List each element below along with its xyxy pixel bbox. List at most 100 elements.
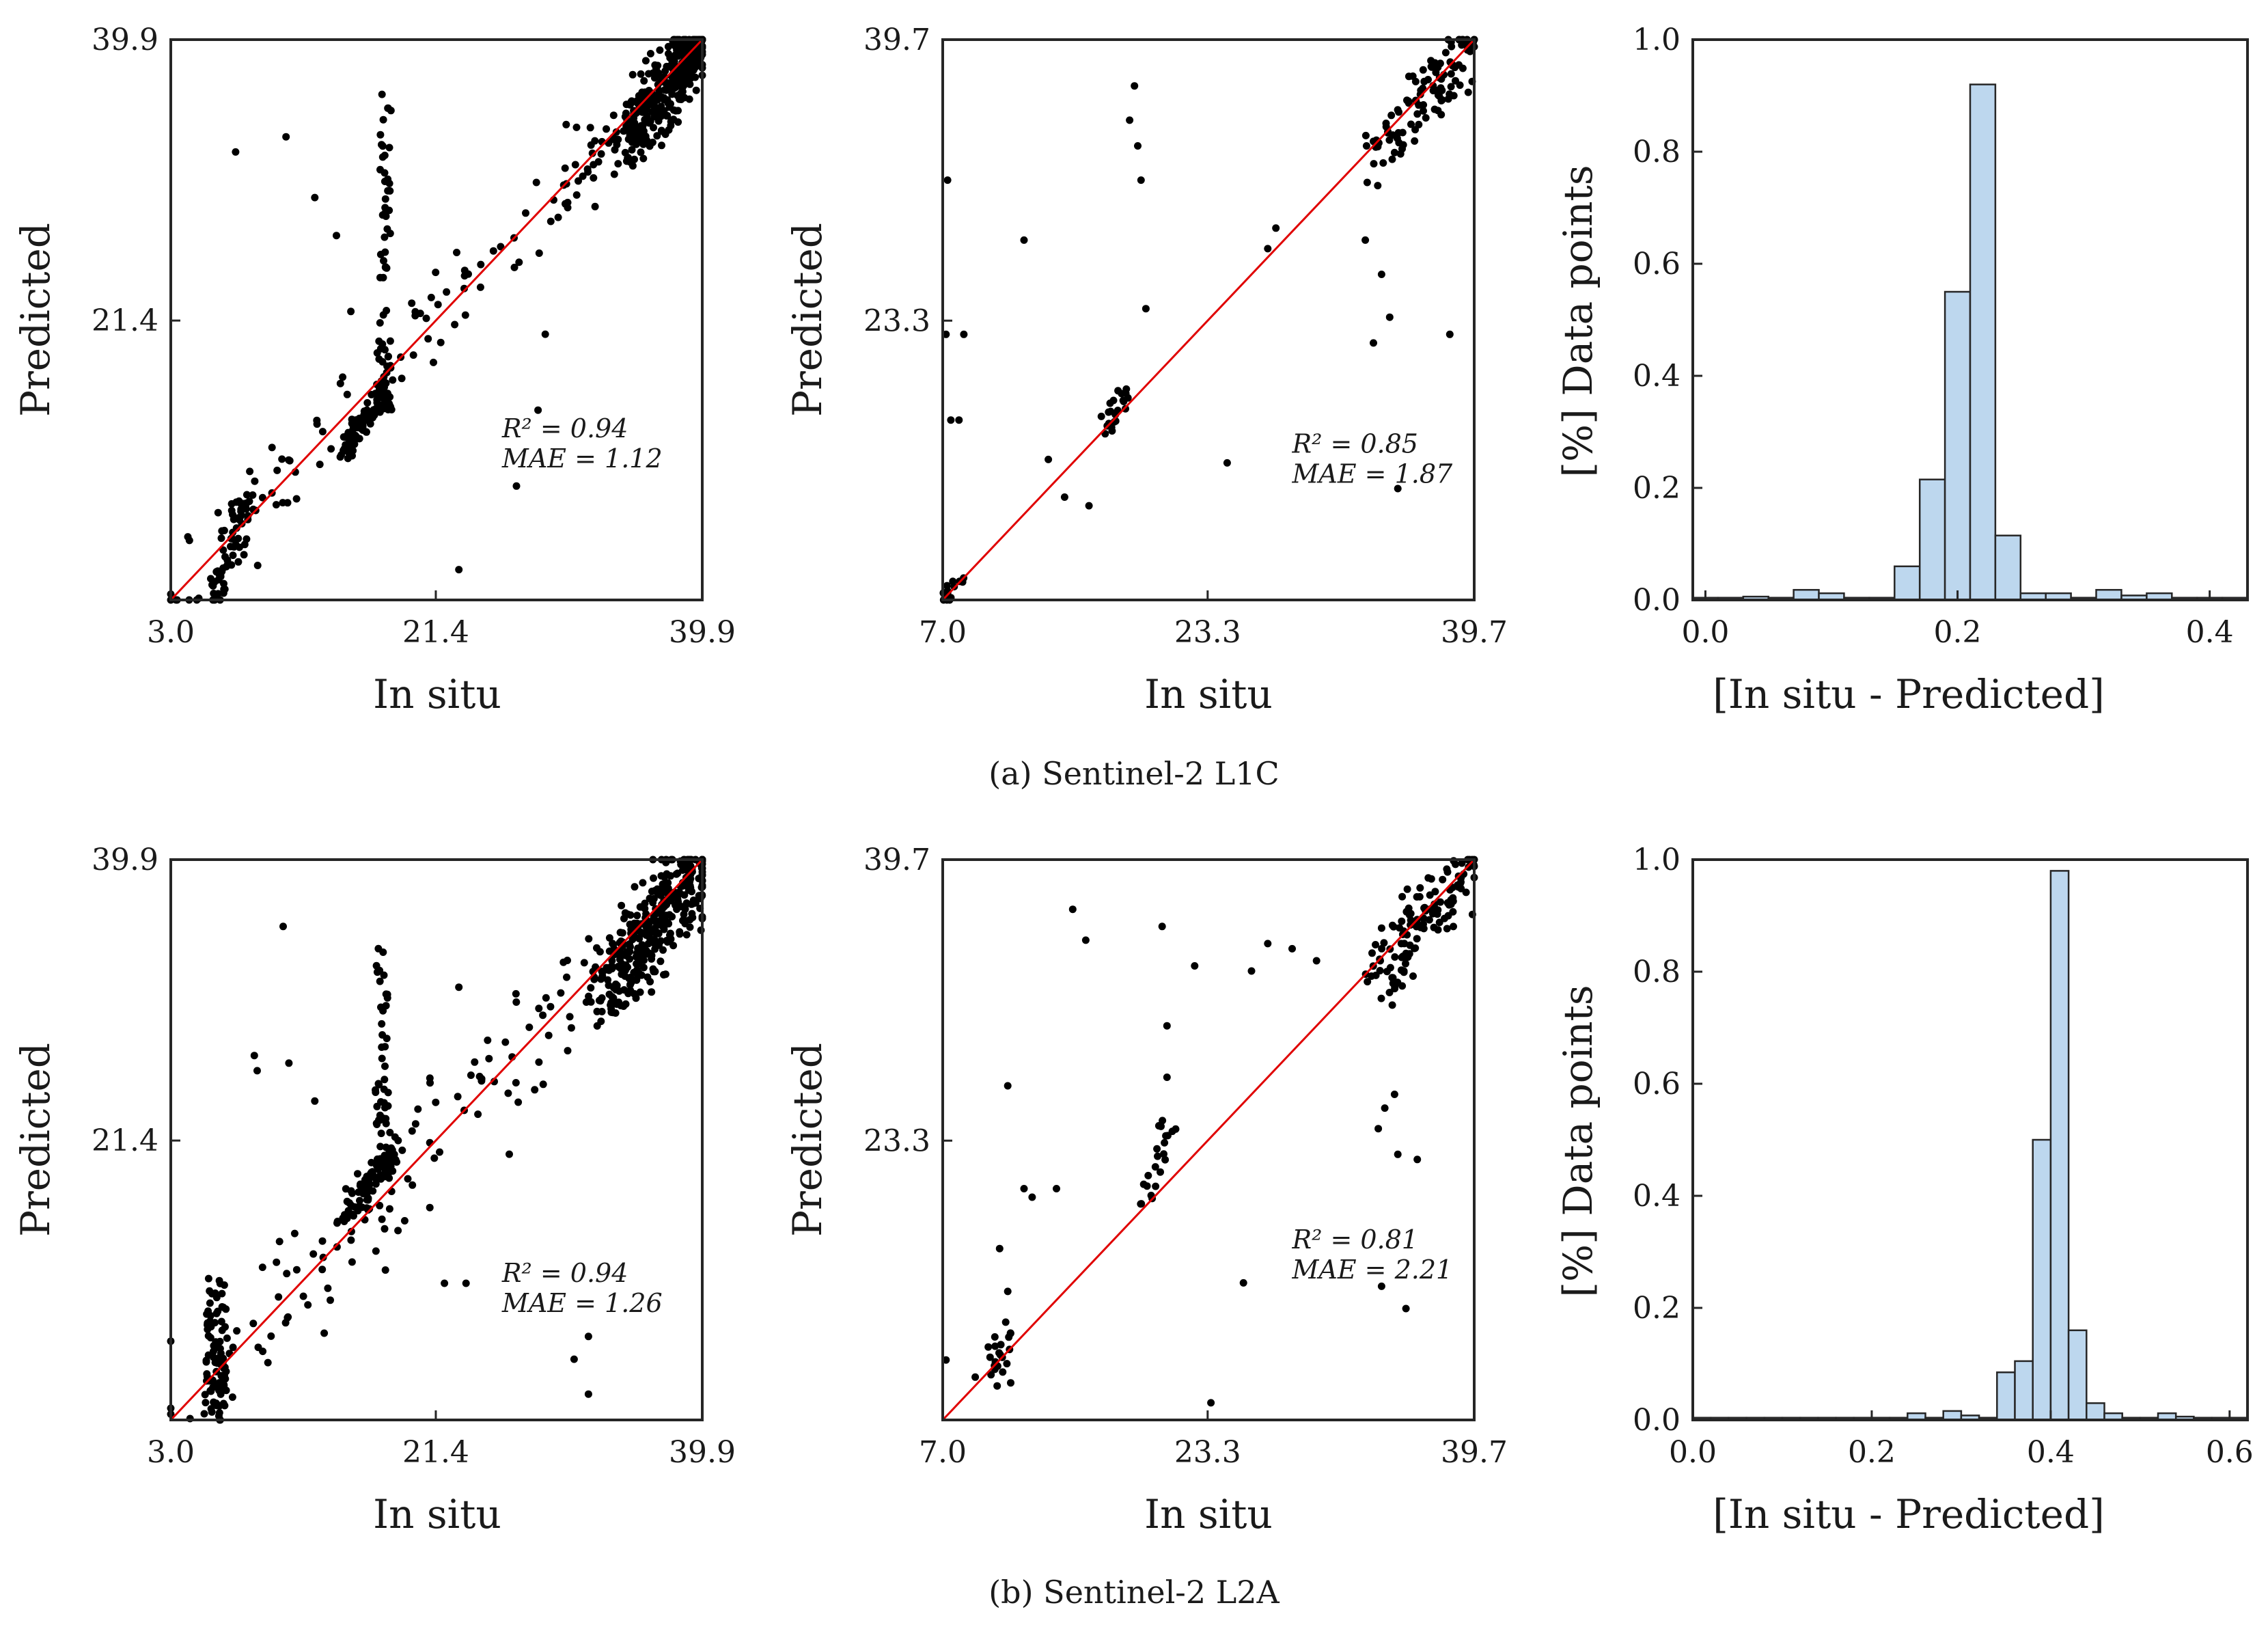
data-point (665, 126, 673, 134)
data-point (363, 399, 372, 407)
data-point (669, 115, 678, 124)
data-point (377, 1130, 385, 1138)
data-point (1405, 72, 1413, 81)
data-point (596, 997, 605, 1005)
data-point (637, 148, 645, 156)
data-point (381, 1167, 389, 1175)
data-point (364, 1206, 372, 1214)
data-point (547, 1002, 555, 1011)
y-tick-label: 23.3 (863, 303, 930, 338)
data-point (258, 493, 266, 502)
data-point (544, 1031, 553, 1039)
data-point (1409, 972, 1417, 980)
data-point (541, 330, 549, 338)
data-point (221, 1375, 230, 1383)
data-point (422, 314, 430, 323)
data-point (347, 307, 355, 316)
data-point (618, 970, 626, 979)
data-point (281, 1319, 290, 1327)
data-point (1264, 940, 1272, 948)
data-point (348, 1258, 356, 1266)
data-point (394, 1227, 402, 1235)
data-point (1437, 96, 1446, 105)
data-point (1272, 224, 1280, 232)
data-point (594, 158, 603, 166)
data-point (381, 195, 389, 203)
data-point (1372, 941, 1379, 948)
data-point (378, 1215, 386, 1223)
data-point (1053, 1185, 1060, 1192)
data-point (383, 1035, 391, 1043)
data-point (1383, 968, 1391, 976)
data-point (398, 374, 406, 383)
data-point (1428, 910, 1437, 918)
data-point (376, 131, 385, 139)
data-point (616, 955, 624, 963)
data-point (319, 1253, 327, 1261)
data-point (311, 193, 319, 202)
data-point (1419, 66, 1427, 74)
data-point (1404, 953, 1412, 961)
data-point (379, 311, 387, 319)
l2a-scatter-1-r2-label: R² = 0.94 (501, 1258, 628, 1288)
data-point (343, 390, 351, 398)
data-point (650, 106, 658, 114)
data-point (249, 1320, 258, 1328)
data-point (264, 1358, 272, 1367)
l1c-scatter-1-xlabel: In situ (373, 671, 501, 717)
data-point (381, 233, 389, 241)
data-point (1163, 1074, 1171, 1081)
data-point (1390, 1091, 1398, 1098)
l2a-hist-ylabel: [%] Data points (1555, 985, 1601, 1297)
x-tick-label: 3.0 (147, 615, 195, 650)
data-point (557, 989, 565, 997)
data-point (347, 1227, 355, 1235)
y-tick-label: 0.4 (1633, 1179, 1681, 1214)
data-point (1405, 97, 1413, 105)
data-point (991, 1342, 999, 1350)
data-point (663, 111, 672, 120)
y-tick-label: 39.9 (92, 843, 158, 877)
data-point (947, 416, 955, 424)
data-point (320, 1329, 329, 1337)
data-point (220, 1281, 228, 1289)
data-point (1377, 271, 1385, 278)
data-point (628, 70, 637, 79)
data-point (376, 344, 385, 353)
caption-a: (a) Sentinel-2 L1C (988, 755, 1280, 792)
l1c-scatter-2-x-ticks: 7.0 23.3 39.7 (919, 590, 1508, 650)
data-point (1402, 959, 1409, 968)
data-point (1398, 145, 1406, 153)
data-point (1068, 905, 1077, 914)
data-point (1425, 916, 1433, 924)
data-point (631, 883, 639, 891)
data-point (339, 1214, 347, 1222)
l2a-hist-frame (1691, 858, 2249, 1421)
data-point (202, 1399, 210, 1407)
data-point (586, 124, 594, 132)
data-point (1003, 1360, 1011, 1368)
data-point (605, 990, 613, 998)
data-point (383, 1153, 391, 1161)
data-point (663, 879, 671, 887)
data-point (347, 1201, 355, 1209)
l1c-scatter-1-ylabel: Predicted (12, 223, 59, 417)
data-point (1398, 892, 1407, 901)
data-point (375, 1080, 383, 1089)
data-point (1151, 1163, 1159, 1171)
data-point (360, 411, 368, 419)
data-point (430, 358, 437, 366)
data-point (1144, 1171, 1152, 1179)
data-point (398, 1146, 406, 1154)
data-point (626, 131, 634, 138)
data-point (333, 1243, 341, 1251)
data-point (1108, 427, 1116, 435)
y-tick-label: 0.8 (1633, 955, 1681, 989)
data-point (590, 975, 598, 983)
data-point (432, 269, 440, 277)
data-point (377, 392, 385, 400)
data-point (626, 940, 633, 948)
y-tick-label: 0.6 (1633, 1067, 1681, 1102)
data-point (575, 177, 582, 185)
